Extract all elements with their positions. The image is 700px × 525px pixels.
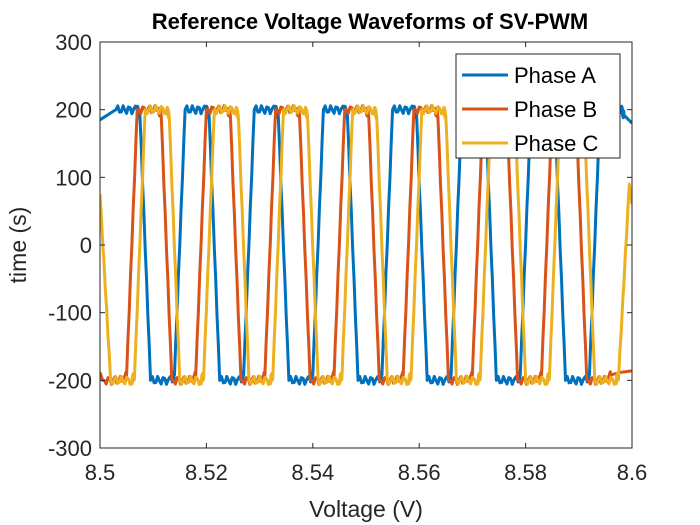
- legend: Phase A Phase B Phase C: [455, 53, 621, 159]
- series-line-phase-c: [100, 104, 632, 386]
- legend-box: [455, 53, 621, 159]
- y-tick-label: -100: [48, 301, 92, 326]
- y-axis: -300 -200 -100 0 100 200 300: [48, 30, 632, 461]
- y-tick-label: 100: [55, 165, 92, 190]
- legend-label: Phase C: [514, 131, 598, 156]
- y-tick-label: 0: [80, 233, 92, 258]
- y-tick-label: -200: [48, 368, 92, 393]
- chart-title: Reference Voltage Waveforms of SV-PWM: [152, 9, 588, 34]
- legend-label: Phase A: [514, 63, 596, 88]
- x-tick-label: 8.52: [185, 460, 228, 485]
- x-tick-label: 8.54: [291, 460, 334, 485]
- x-tick-label: 8.6: [617, 460, 648, 485]
- x-axis: 8.5 8.52 8.54 8.56 8.58 8.6: [85, 42, 648, 485]
- x-tick-label: 8.56: [398, 460, 441, 485]
- y-tick-label: 200: [55, 98, 92, 123]
- x-tick-label: 8.5: [85, 460, 116, 485]
- y-axis-label: time (s): [5, 207, 31, 284]
- legend-label: Phase B: [514, 97, 597, 122]
- x-tick-label: 8.58: [504, 460, 547, 485]
- x-axis-label: Voltage (V): [309, 496, 423, 522]
- y-tick-label: 300: [55, 30, 92, 55]
- y-tick-label: -300: [48, 436, 92, 461]
